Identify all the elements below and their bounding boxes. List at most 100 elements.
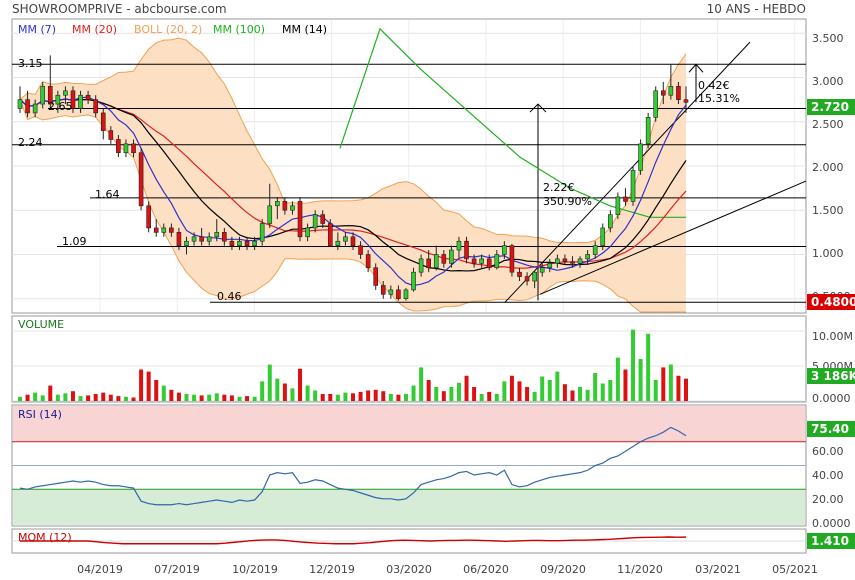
- bollinger-lower: [19, 99, 686, 313]
- candle-body: [532, 271, 537, 282]
- rsi-tick: 60.00: [812, 445, 844, 458]
- candle-body: [433, 254, 439, 269]
- volume-bar: [86, 395, 91, 401]
- x-tick: 03/2021: [695, 563, 741, 576]
- volume-bar: [161, 385, 166, 401]
- candle-body: [327, 223, 333, 246]
- volume-bars: [12, 329, 806, 402]
- candle-body: [85, 94, 91, 100]
- x-axis: 04/2019 07/2019 10/2019 12/2019 03/2020 …: [77, 563, 818, 576]
- candle-body: [502, 245, 507, 255]
- rsi-overbought-zone: [13, 406, 805, 442]
- volume-bar: [282, 383, 287, 401]
- rise-arrow-head: [529, 103, 547, 113]
- volume-bar: [600, 383, 605, 401]
- legend-boll: BOLL (20, 2): [134, 23, 202, 36]
- volume-bar: [63, 393, 68, 401]
- candle-body: [176, 232, 182, 246]
- volume-bar: [464, 375, 469, 401]
- volume-bar: [684, 378, 688, 401]
- x-tick: 03/2020: [386, 563, 432, 576]
- volume-bar: [381, 391, 386, 401]
- candle-body: [108, 130, 114, 140]
- volume-bar: [426, 380, 431, 401]
- mom-badge: 1.410: [811, 534, 849, 548]
- volume-bar: [207, 394, 212, 401]
- candle-body: [259, 223, 265, 242]
- volume-bar: [176, 392, 181, 401]
- candle-body: [638, 143, 643, 171]
- candle-body: [509, 245, 515, 273]
- volume-bar: [55, 394, 60, 401]
- annotation-rise-value: 2.22€: [543, 181, 575, 194]
- candle-body: [608, 214, 613, 229]
- volume-bar: [494, 394, 499, 401]
- volume-bar: [532, 391, 537, 401]
- volume-bar: [131, 397, 136, 401]
- legend-ma100: MM (100): [213, 23, 265, 36]
- level-label: 2.65: [48, 100, 73, 113]
- candle-body: [615, 196, 621, 215]
- candle-body: [547, 263, 553, 269]
- volume-bar: [509, 375, 514, 401]
- candle-body: [418, 258, 424, 273]
- candle-body: [660, 90, 666, 96]
- candle-body: [40, 86, 46, 105]
- x-tick: 12/2019: [309, 563, 355, 576]
- candle-body: [562, 258, 568, 262]
- volume-tick: 0.0000: [812, 392, 851, 405]
- volume-bar: [320, 394, 325, 401]
- volume-bar: [343, 392, 348, 401]
- candle-body: [623, 196, 628, 202]
- volume-bar: [638, 359, 643, 401]
- rsi-line: [19, 426, 687, 506]
- volume-yaxis: 10.00M 5.000M 0.0000: [812, 330, 853, 405]
- momentum-chart: [12, 536, 806, 545]
- volume-bar: [547, 380, 552, 401]
- legend-ma7: MM (7): [18, 23, 56, 36]
- volume-bar: [623, 369, 628, 401]
- candle-body: [524, 276, 530, 282]
- rsi-oversold-zone: [13, 489, 805, 525]
- candle-body: [683, 99, 689, 103]
- candle-body: [290, 205, 295, 211]
- volume-bar: [570, 390, 575, 401]
- volume-bar: [525, 387, 530, 401]
- volume-bar: [661, 367, 666, 401]
- volume-bar: [305, 385, 310, 401]
- candle-body: [131, 143, 136, 154]
- volume-bar: [275, 378, 280, 401]
- candle-body: [358, 245, 363, 255]
- mom-title: MOM (12): [18, 531, 72, 544]
- volume-bar: [441, 391, 446, 401]
- candle-body: [373, 267, 379, 286]
- candle-body: [441, 254, 447, 264]
- price-tick: 1.000: [812, 247, 844, 260]
- trend-lines: [504, 41, 807, 303]
- candle-body: [229, 240, 235, 246]
- volume-bar: [192, 394, 197, 401]
- candle-body: [244, 240, 250, 246]
- volume-bar: [487, 391, 492, 401]
- candle-body: [17, 99, 23, 109]
- annotation-recent-value: 0.42€: [698, 79, 730, 92]
- candle-body: [252, 240, 257, 246]
- volume-bar: [245, 396, 250, 401]
- volume-bar: [517, 381, 522, 401]
- volume-bar: [184, 394, 189, 401]
- horizontal-levels: [12, 63, 806, 303]
- volume-bar: [267, 364, 272, 401]
- legend: MM (7) MM (20) BOLL (20, 2) MM (100) MM …: [18, 23, 327, 36]
- volume-bar: [335, 394, 340, 401]
- candle-body: [343, 236, 348, 242]
- rsi-tick: 20.00: [812, 493, 844, 506]
- ma14-line: [19, 98, 687, 272]
- volume-bar: [449, 387, 454, 401]
- volume-bar: [585, 389, 590, 401]
- candle-body: [199, 236, 204, 242]
- volume-bar: [18, 396, 22, 401]
- bollinger-upper: [19, 37, 687, 244]
- volume-bar: [403, 394, 408, 401]
- volume-bar: [434, 387, 439, 401]
- volume-bar: [25, 394, 30, 401]
